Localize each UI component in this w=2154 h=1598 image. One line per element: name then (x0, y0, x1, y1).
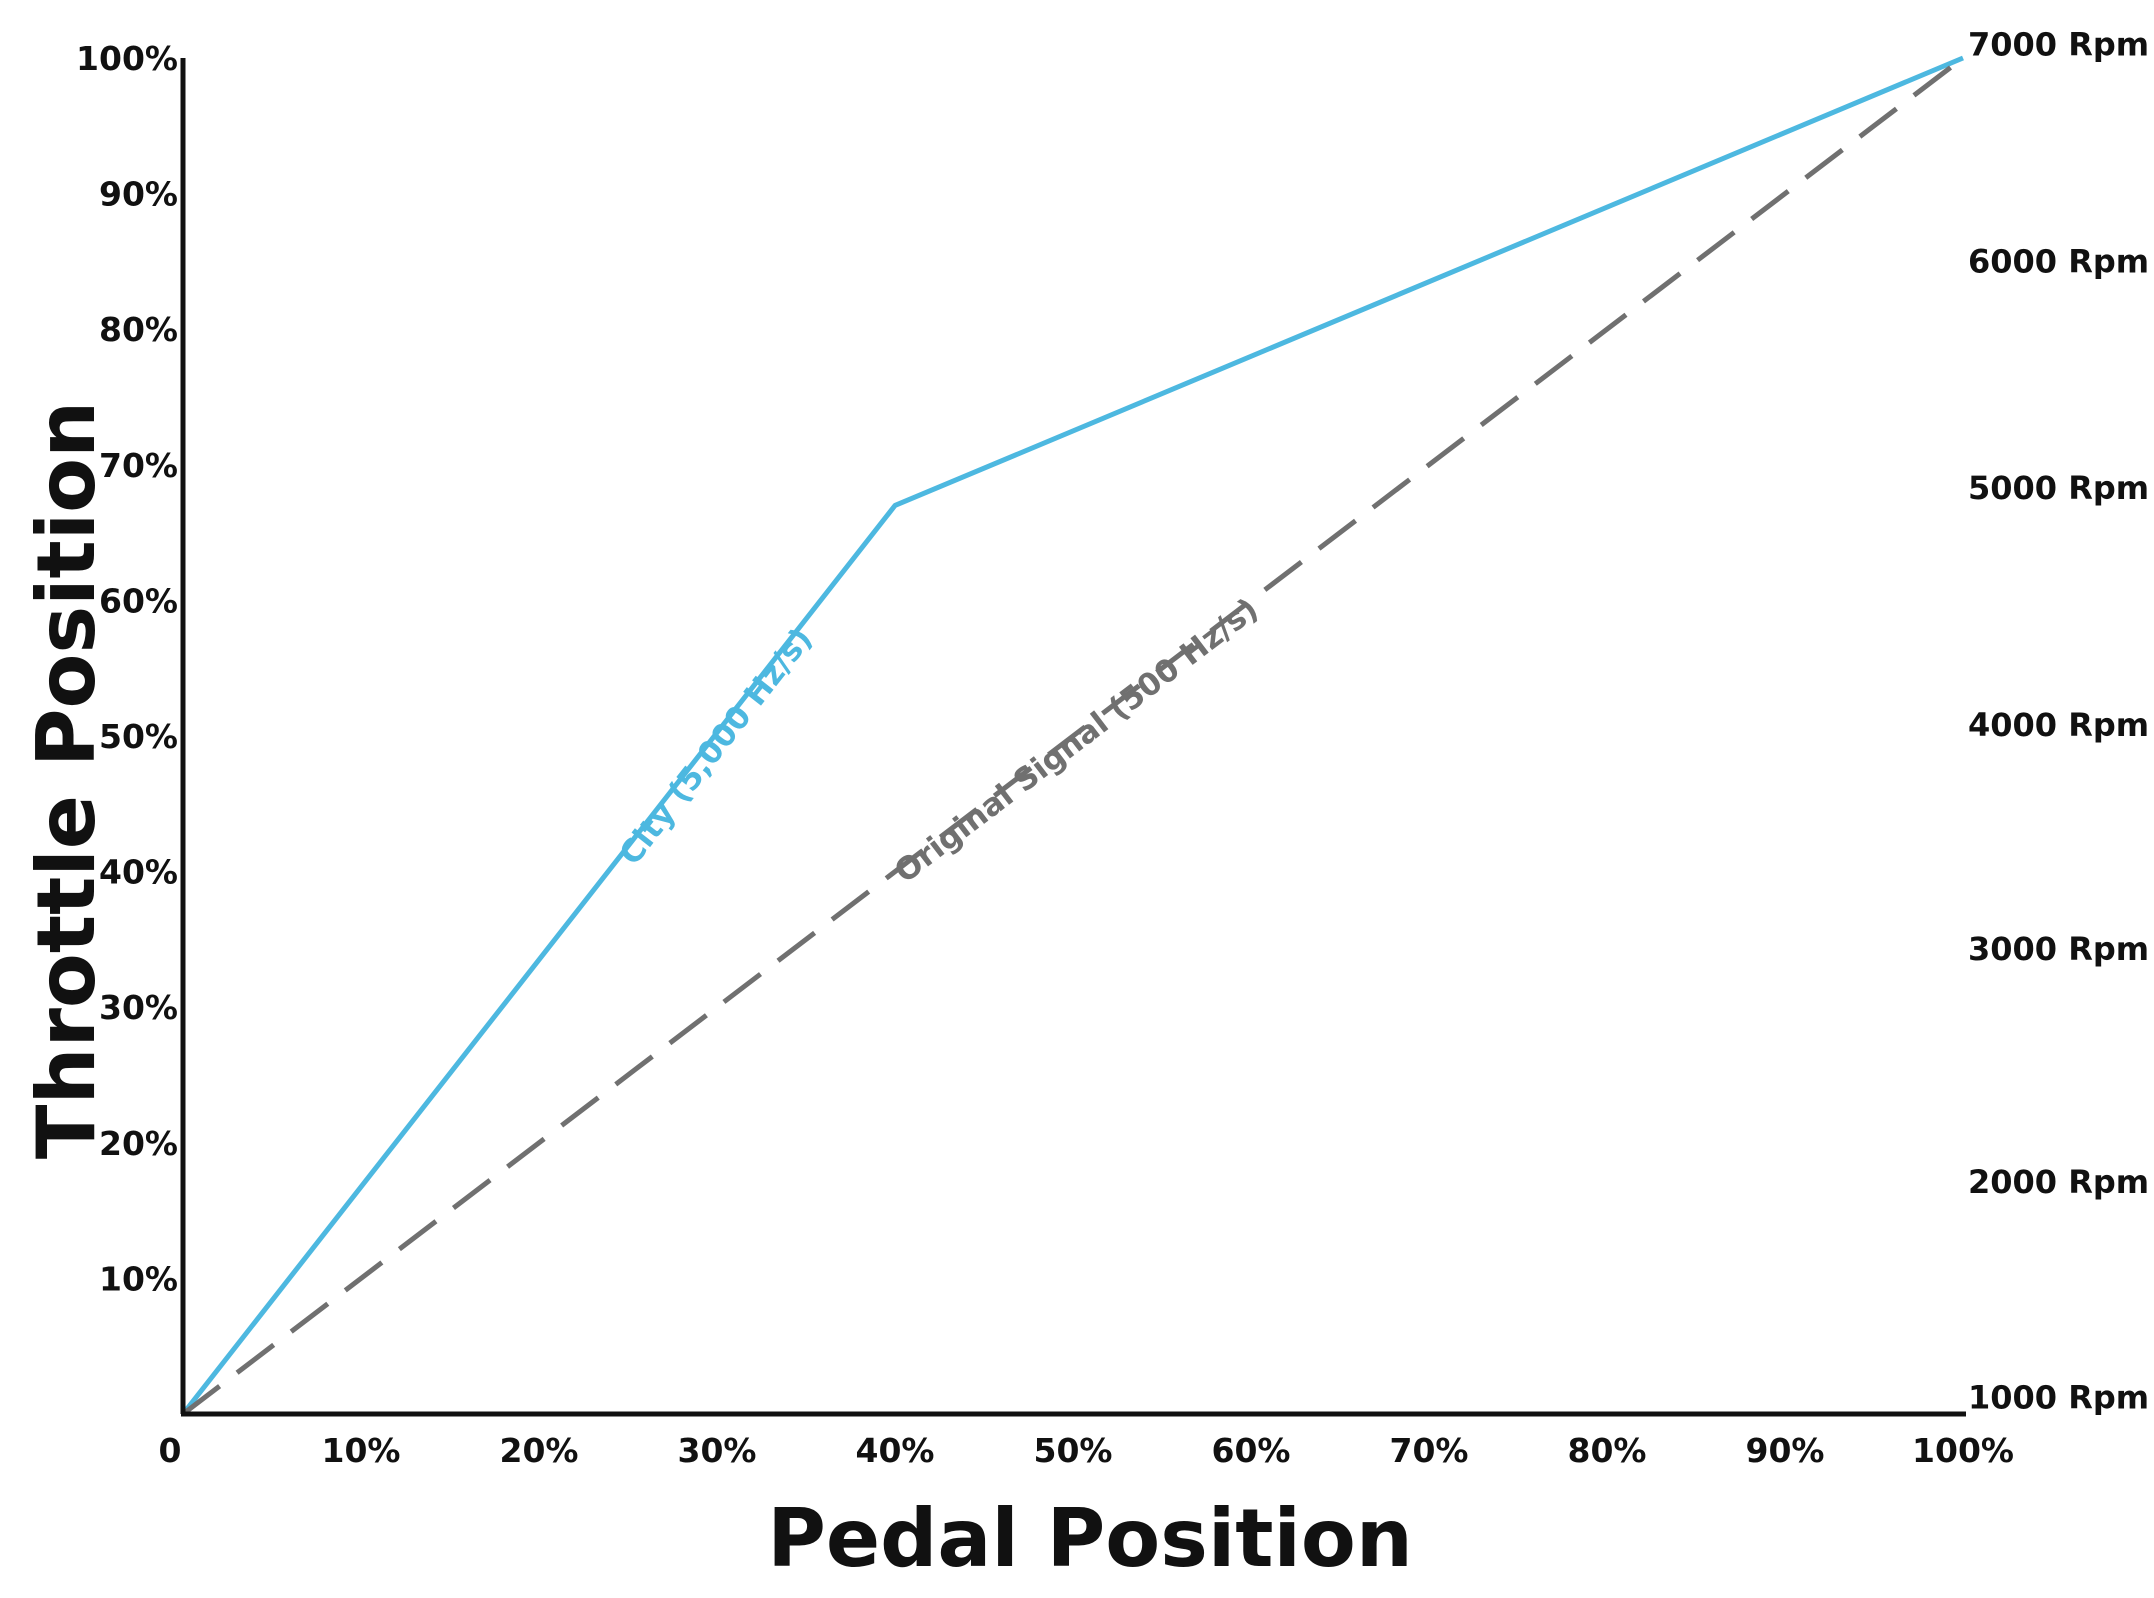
series-layer (181, 55, 1965, 1416)
series-line-0 (181, 55, 1964, 1416)
series-label-1: Original Signal (500 Hz/s) (888, 591, 1265, 890)
axes (180, 58, 1966, 1417)
x-tick-label: 70% (1390, 1431, 1469, 1470)
x-tick-label: 100% (1912, 1431, 2014, 1470)
rpm-tick-label: 1000 Rpm (1968, 1379, 2149, 1417)
y-tick-label: 80% (99, 310, 178, 349)
series-label-0: City (5,000 Hz/s) (612, 621, 819, 872)
series-labels: City (5,000 Hz/s) Original Signal (500 Hz… (612, 591, 1265, 890)
y-tick-label: 70% (99, 446, 178, 485)
y-tick-label: 10% (99, 1259, 178, 1298)
y-axis-title: Throttle Position (20, 401, 113, 1159)
x-tick-label: 20% (500, 1431, 579, 1470)
y-tick-label: 90% (99, 175, 178, 214)
x-tick-label: 30% (678, 1431, 757, 1470)
x-axis-title: Pedal Position (767, 1492, 1413, 1585)
rpm-tick-label: 7000 Rpm (1968, 25, 2149, 63)
y2-tick-labels: 7000 Rpm 6000 Rpm 5000 Rpm 4000 Rpm 3000 Rpm… (1968, 25, 2149, 1416)
rpm-tick-label: 4000 Rpm (1968, 706, 2149, 744)
x-tick-label: 0 (159, 1431, 182, 1470)
x-tick-labels: 0 10% 20% 30% 40% 50% 60% 70% 80% 90% 100% (159, 1431, 2014, 1470)
rpm-tick-label: 3000 Rpm (1968, 930, 2149, 968)
x-tick-label: 10% (322, 1431, 401, 1470)
y-tick-label: 100% (76, 39, 178, 78)
rpm-tick-label: 5000 Rpm (1968, 469, 2149, 507)
rpm-tick-label: 6000 Rpm (1968, 242, 2149, 280)
y-tick-labels: 10% 20% 30% 40% 50% 60% 70% 80% 90% 100% (76, 39, 178, 1298)
y-tick-label: 40% (99, 853, 178, 892)
rpm-tick-label: 2000 Rpm (1968, 1163, 2149, 1201)
x-tick-label: 90% (1746, 1431, 1825, 1470)
x-tick-label: 50% (1034, 1431, 1113, 1470)
x-tick-label: 80% (1568, 1431, 1647, 1470)
x-tick-label: 60% (1212, 1431, 1291, 1470)
x-tick-label: 40% (856, 1431, 935, 1470)
y-tick-label: 20% (99, 1124, 178, 1163)
series-line-1 (181, 56, 1965, 1416)
y-tick-label: 30% (99, 988, 178, 1027)
y-tick-label: 60% (99, 581, 178, 620)
y-tick-label: 50% (99, 717, 178, 756)
